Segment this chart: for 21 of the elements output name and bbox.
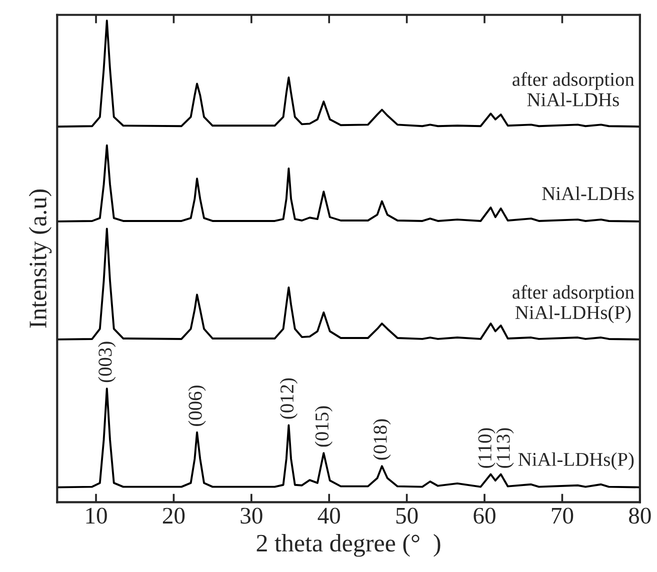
annotation: (015): [314, 406, 332, 447]
x-tick-label: 80: [629, 508, 651, 524]
series-label: after adsorption NiAl-LDHs: [512, 72, 634, 106]
series-label: NiAl-LDHs(P): [518, 452, 634, 470]
series-label: after adsorption NiAl-LDHs(P): [512, 284, 634, 324]
annotation: (110): [478, 428, 496, 468]
x-tick-label: 60: [474, 508, 496, 524]
x-tick-label: 50: [396, 508, 418, 524]
annotation: (113): [496, 428, 514, 468]
annotation: (012): [280, 378, 298, 419]
x-tick-label: 20: [162, 508, 185, 524]
x-tick-label: 10: [86, 508, 107, 524]
x-tick-label: 70: [552, 508, 574, 524]
series-label: NiAl-LDHs: [542, 186, 634, 200]
y-axis-title: Intensity (a.u): [28, 190, 52, 328]
annotation: (018): [373, 419, 391, 460]
annotation: (006): [188, 386, 206, 426]
x-tick-label: 40: [318, 508, 340, 524]
x-tick-label: 30: [240, 508, 262, 524]
annotation: (003): [98, 342, 116, 382]
x-axis-title: 2 theta degree (° ): [256, 534, 440, 557]
